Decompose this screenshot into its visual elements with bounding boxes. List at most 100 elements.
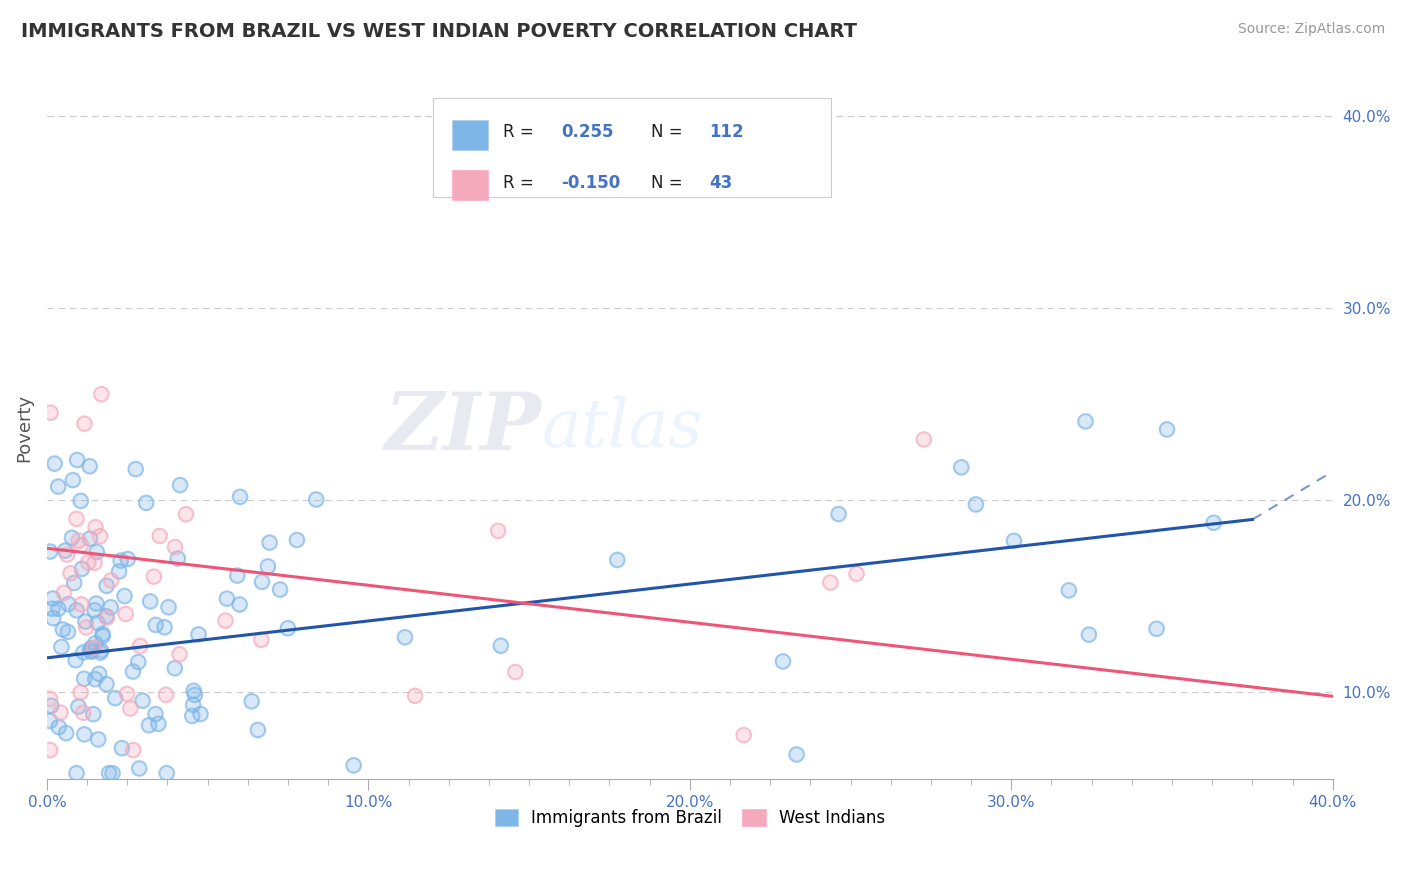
Point <box>120 701 142 715</box>
Point <box>82 707 104 722</box>
Point <box>166 551 188 566</box>
Point <box>62 473 84 487</box>
Point <box>84 597 107 611</box>
Point <box>285 533 308 547</box>
FancyBboxPatch shape <box>433 98 831 197</box>
Point <box>70 598 93 612</box>
Point <box>51 640 73 654</box>
Point <box>69 685 91 699</box>
Point <box>786 747 808 762</box>
Point <box>72 706 94 720</box>
Point <box>111 741 134 756</box>
Text: ZIP: ZIP <box>385 390 541 467</box>
Point <box>89 646 111 660</box>
Point <box>135 496 157 510</box>
Point <box>125 462 148 476</box>
Point <box>1002 533 1025 548</box>
Text: -0.150: -0.150 <box>561 174 620 192</box>
Point <box>48 601 70 615</box>
Point <box>138 718 160 732</box>
Point <box>53 543 76 558</box>
Point <box>79 643 101 657</box>
Point <box>139 594 162 608</box>
Point <box>96 677 118 691</box>
Point <box>98 766 121 780</box>
Point <box>65 653 87 667</box>
Point <box>39 544 62 558</box>
Point <box>42 591 65 606</box>
Point <box>39 698 62 713</box>
Point <box>214 614 236 628</box>
Point <box>42 591 65 606</box>
Point <box>48 720 70 734</box>
Point <box>912 433 935 447</box>
Point <box>505 665 527 679</box>
Point <box>342 758 364 772</box>
Point <box>73 727 96 741</box>
Point <box>86 615 108 630</box>
Point <box>48 601 70 615</box>
Point <box>48 720 70 734</box>
Point <box>87 666 110 681</box>
Point <box>1074 414 1097 428</box>
Point <box>965 498 987 512</box>
Point <box>226 568 249 582</box>
Point <box>62 473 84 487</box>
Point <box>104 691 127 706</box>
Point <box>240 694 263 708</box>
Point <box>148 716 170 731</box>
Point <box>169 648 191 662</box>
Point <box>145 618 167 632</box>
Point <box>96 579 118 593</box>
Point <box>127 655 149 669</box>
Point <box>73 417 96 431</box>
Point <box>1202 516 1225 530</box>
Point <box>67 699 90 714</box>
Point <box>39 714 62 728</box>
Point <box>174 508 197 522</box>
Text: R =: R = <box>503 123 534 141</box>
Point <box>1077 627 1099 641</box>
Point <box>228 598 250 612</box>
Point <box>73 727 96 741</box>
Point <box>183 684 205 698</box>
Point <box>51 640 73 654</box>
Point <box>181 698 204 712</box>
Point <box>72 645 94 659</box>
Point <box>131 694 153 708</box>
Point <box>80 641 103 656</box>
Point <box>67 533 90 548</box>
Point <box>117 552 139 566</box>
Point <box>142 569 165 583</box>
Point <box>75 620 97 634</box>
Point <box>827 507 849 521</box>
Point <box>66 453 89 467</box>
Point <box>157 600 180 615</box>
Point <box>83 556 105 570</box>
Point <box>65 512 87 526</box>
Point <box>125 462 148 476</box>
Point <box>96 609 118 624</box>
Point <box>39 698 62 713</box>
Point <box>56 548 79 562</box>
Point <box>115 687 138 701</box>
Point <box>59 566 82 581</box>
Point <box>1202 516 1225 530</box>
Point <box>89 646 111 660</box>
Point <box>100 574 122 588</box>
Point <box>122 665 145 679</box>
Point <box>55 726 77 740</box>
Point <box>156 766 179 780</box>
Point <box>67 533 90 548</box>
Point <box>83 640 105 655</box>
Point <box>73 672 96 686</box>
Point <box>505 665 527 679</box>
Point <box>250 574 273 589</box>
Point <box>246 723 269 737</box>
Point <box>56 624 79 639</box>
Point <box>87 666 110 681</box>
Point <box>269 582 291 597</box>
Point <box>190 706 212 721</box>
Point <box>96 677 118 691</box>
Point <box>1074 414 1097 428</box>
